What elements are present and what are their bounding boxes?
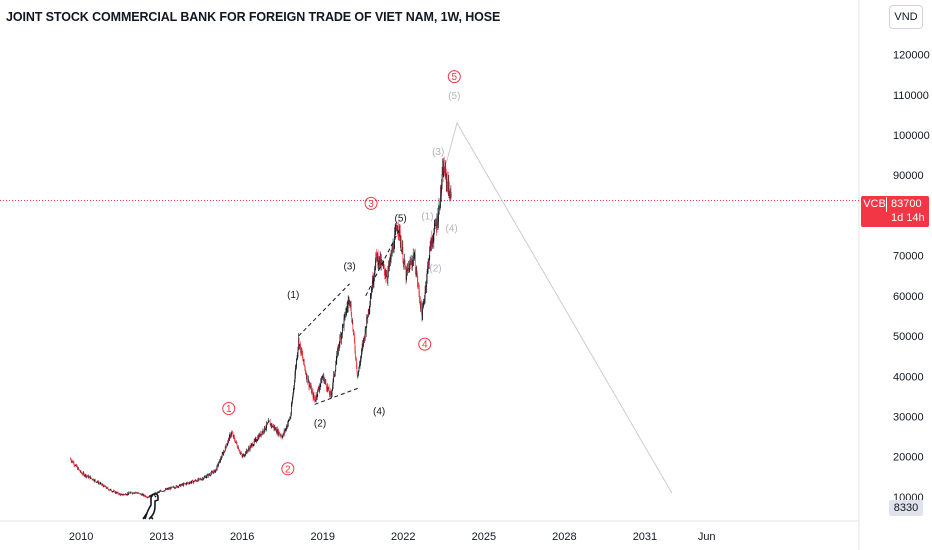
- candle-body: [304, 359, 305, 365]
- wave-minor-label: (5): [394, 213, 406, 224]
- wave-minor-label: (3): [343, 262, 355, 273]
- candle-body: [451, 194, 452, 195]
- current-price-tag: VCB 83700 1d 14h: [861, 196, 929, 227]
- x-tick-label: 2010: [69, 531, 93, 543]
- candle-body: [352, 322, 353, 330]
- y-tick-label: 120000: [893, 50, 930, 62]
- candle-body: [422, 308, 423, 320]
- candle-body: [206, 475, 207, 477]
- candle-body: [123, 495, 124, 496]
- candle-body: [381, 261, 382, 263]
- wave-labels: 1 2 3 4 5 (1) (2) (3) (4) (5) (1) (2) (3) (4) (5): [223, 71, 461, 476]
- wave-projected-label: (5): [448, 91, 460, 102]
- candle-body: [403, 247, 404, 262]
- wave-primary-label: 4: [422, 340, 428, 351]
- y-tick-label: 40000: [893, 371, 924, 383]
- x-tick-label: 2025: [472, 531, 496, 543]
- wave-primary-label: 3: [368, 199, 374, 210]
- low-price-tag: 8330: [889, 500, 923, 516]
- price-value: 83700: [891, 197, 929, 211]
- candle-body: [340, 337, 341, 345]
- candle-body: [370, 299, 371, 305]
- y-tick-label: 60000: [893, 291, 924, 303]
- tradingview-logo-icon[interactable]: [139, 491, 163, 521]
- wave-channel-line: [315, 388, 358, 404]
- candle-body: [291, 406, 292, 414]
- candles: [70, 157, 452, 499]
- x-tick-label: 2013: [149, 531, 173, 543]
- y-tick-label: 70000: [893, 251, 924, 263]
- wave-primary-label: 5: [452, 72, 458, 83]
- wave-projected-label: (2): [429, 264, 441, 275]
- candle-body: [326, 381, 327, 384]
- wave-primary-label: 1: [226, 404, 232, 415]
- candle-body: [268, 422, 269, 423]
- candle-body: [95, 480, 96, 481]
- wave-primary-label: 2: [285, 464, 291, 475]
- x-tick-label: 2031: [633, 531, 657, 543]
- bar-countdown: 1d 14h: [891, 211, 931, 225]
- x-tick-label: 2022: [391, 531, 415, 543]
- x-tick-label: Jun: [698, 531, 716, 543]
- candle-body: [442, 174, 443, 185]
- x-tick-label: 2016: [230, 531, 254, 543]
- candle-body: [335, 365, 336, 371]
- y-tick-label: 30000: [893, 412, 924, 424]
- candle-body: [384, 265, 385, 270]
- y-tick-label: 110000: [893, 90, 929, 102]
- wave-minor-label: (1): [287, 290, 299, 301]
- candle-body: [357, 367, 358, 372]
- candle-body: [358, 371, 359, 374]
- symbol-label: VCB: [863, 197, 887, 212]
- candle-body: [222, 454, 223, 458]
- candle-body: [314, 398, 315, 400]
- candle-body: [91, 477, 92, 478]
- y-tick-label: 50000: [893, 331, 924, 343]
- price-chart[interactable]: 1200001100001000009000080000700006000050…: [0, 0, 932, 550]
- candle-body: [226, 445, 227, 447]
- wave-channel-line: [299, 284, 350, 336]
- wave-channel-line: [366, 227, 401, 295]
- wave-lines: [299, 123, 672, 493]
- x-axis[interactable]: 2010 2013 2016 2019 2022 2025 2028 2031 Jun: [69, 531, 716, 543]
- y-tick-label: 100000: [893, 130, 930, 142]
- candle-body: [307, 375, 308, 382]
- x-tick-label: 2019: [310, 531, 334, 543]
- candle-body: [218, 464, 219, 466]
- y-axis[interactable]: 1200001100001000009000080000700006000050…: [893, 50, 930, 504]
- candle-body: [367, 317, 368, 318]
- projection-line: [446, 123, 672, 493]
- wave-projected-label: (1): [421, 211, 433, 222]
- wave-projected-label: (3): [432, 147, 444, 158]
- y-tick-label: 20000: [893, 452, 924, 464]
- wave-minor-label: (4): [373, 407, 385, 418]
- x-tick-label: 2028: [552, 531, 576, 543]
- wave-projected-label: (4): [445, 224, 457, 235]
- y-tick-label: 90000: [893, 170, 924, 182]
- candle-body: [421, 302, 422, 311]
- wave-minor-label: (2): [314, 419, 326, 430]
